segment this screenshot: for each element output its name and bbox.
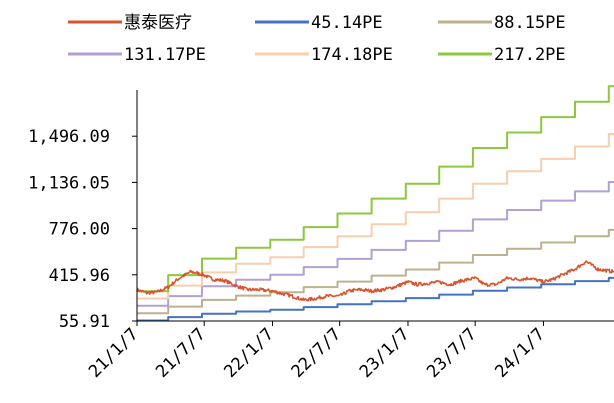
series-line-174-18pe: [137, 133, 614, 300]
legend: 惠泰医疗 45.14PE 88.15PE 131.17PE 174.18PE 217.2P…: [68, 13, 566, 65]
legend-label: 88.15PE: [494, 13, 566, 33]
legend-item: 174.18PE: [255, 45, 393, 65]
legend-label: 惠泰医疗: [124, 13, 192, 33]
x-tick-label: 21/1/7: [85, 324, 143, 382]
series-line-217-2pe: [137, 85, 614, 293]
x-tick-label: 22/1/7: [220, 324, 278, 382]
legend-item: 惠泰医疗: [68, 13, 192, 33]
y-tick-label: 415.96: [49, 266, 110, 286]
y-axis: 55.91 415.96 776.00 1,136.05 1,496.09: [28, 90, 138, 332]
legend-label: 45.14PE: [311, 13, 383, 33]
x-tick-label: 22/7/7: [288, 324, 346, 382]
series-line-series-0: [136, 260, 614, 302]
x-tick-label: 21/7/7: [152, 324, 210, 382]
legend-item: 45.14PE: [255, 13, 383, 33]
series-line-45-14pe: [137, 276, 614, 322]
legend-label: 217.2PE: [494, 45, 566, 65]
legend-label: 131.17PE: [124, 45, 206, 65]
y-tick-label: 776.00: [49, 220, 110, 240]
legend-item: 131.17PE: [68, 45, 206, 65]
legend-item: 217.2PE: [438, 45, 566, 65]
y-tick-label: 55.91: [59, 312, 110, 332]
x-tick-label: 23/1/7: [356, 324, 414, 382]
series-line-131-17pe: [137, 181, 614, 307]
x-tick-label: 24/1/7: [491, 324, 549, 382]
legend-item: 88.15PE: [438, 13, 566, 33]
x-tick-label: 23/7/7: [423, 324, 481, 382]
legend-label: 174.18PE: [311, 45, 393, 65]
y-tick-label: 1,496.09: [28, 127, 110, 147]
y-tick-label: 1,136.05: [28, 173, 110, 193]
x-axis: 21/1/7 21/7/7 22/1/7 22/7/7 23/1/7 23/7/7 24/1…: [85, 320, 614, 382]
plot-area: [136, 85, 614, 322]
series-line-88-15pe: [137, 228, 614, 315]
